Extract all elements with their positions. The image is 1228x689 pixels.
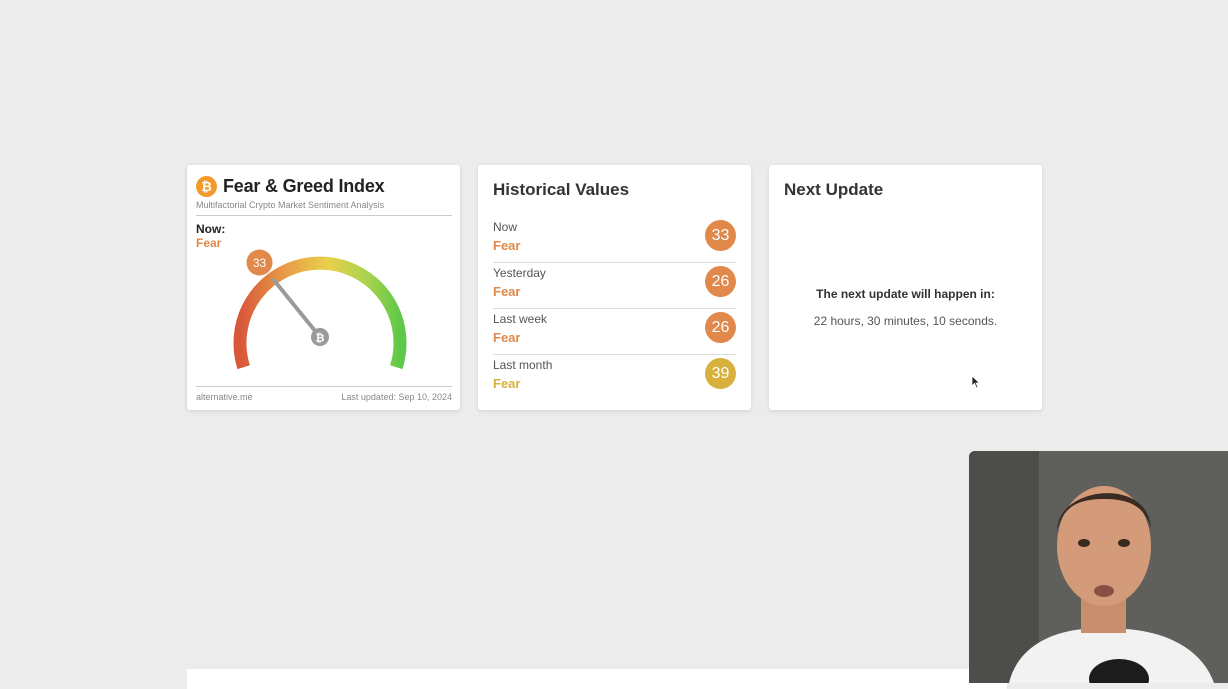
historical-title: Historical Values (493, 180, 630, 199)
list-item: Yesterday Fear 26 (493, 263, 736, 309)
fear-greed-title: Fear & Greed Index (223, 175, 385, 196)
history-value-badge: 39 (705, 358, 736, 389)
history-classification: Fear (493, 238, 521, 253)
history-classification: Fear (493, 376, 521, 391)
last-updated: Last updated: Sep 10, 2024 (341, 392, 452, 402)
gauge-hub (311, 328, 329, 346)
history-classification: Fear (493, 284, 521, 299)
fear-greed-footer: alternative.me Last updated: Sep 10, 202… (196, 386, 452, 402)
presenter-silhouette (969, 451, 1228, 683)
history-value-badge: 26 (705, 266, 736, 297)
next-update-message: The next update will happen in: (816, 287, 995, 301)
history-period: Yesterday (493, 266, 546, 280)
gauge-value-label: 33 (253, 256, 267, 270)
needle-bitcoin-icon: ₿ (316, 332, 325, 345)
list-item: Last week Fear 26 (493, 309, 736, 355)
history-period: Now (493, 220, 518, 234)
gauge-arc (233, 256, 407, 370)
sentiment-gauge: ₿ 33 (233, 249, 407, 370)
history-value-badge: 26 (705, 312, 736, 343)
webcam-overlay (969, 451, 1228, 683)
historical-list: Now Fear 33 Yesterday Fear 26 Last week … (493, 217, 736, 401)
next-update-title: Next Update (784, 180, 884, 199)
fear-greed-subtitle: Multifactorial Crypto Market Sentiment A… (196, 200, 452, 216)
now-classification: Fear (196, 236, 222, 250)
bitcoin-icon: ₿ (196, 175, 217, 197)
lower-card-edge (187, 669, 1007, 689)
history-period: Last week (493, 312, 548, 326)
list-item: Now Fear 33 (493, 217, 736, 263)
history-classification: Fear (493, 330, 521, 345)
historical-values-card: Historical Values Now Fear 33 Yesterday … (478, 165, 751, 410)
gauge-value-bubble: 33 (246, 249, 273, 276)
history-value-badge: 33 (705, 220, 736, 251)
mouse-cursor-icon (971, 375, 981, 389)
gauge-needle (272, 278, 322, 339)
next-update-countdown: 22 hours, 30 minutes, 10 seconds. (813, 314, 998, 328)
history-period: Last month (493, 358, 553, 372)
next-update-card: Next Update The next update will happen … (769, 165, 1042, 410)
fear-greed-header: ₿ Fear & Greed Index Multifactorial Cryp… (196, 175, 452, 216)
source-link[interactable]: alternative.me (196, 392, 253, 402)
list-item: Last month Fear 39 (493, 355, 736, 401)
fear-greed-card: ₿ Fear & Greed Index Multifactorial Cryp… (187, 165, 460, 410)
now-label: Now: (196, 222, 226, 236)
